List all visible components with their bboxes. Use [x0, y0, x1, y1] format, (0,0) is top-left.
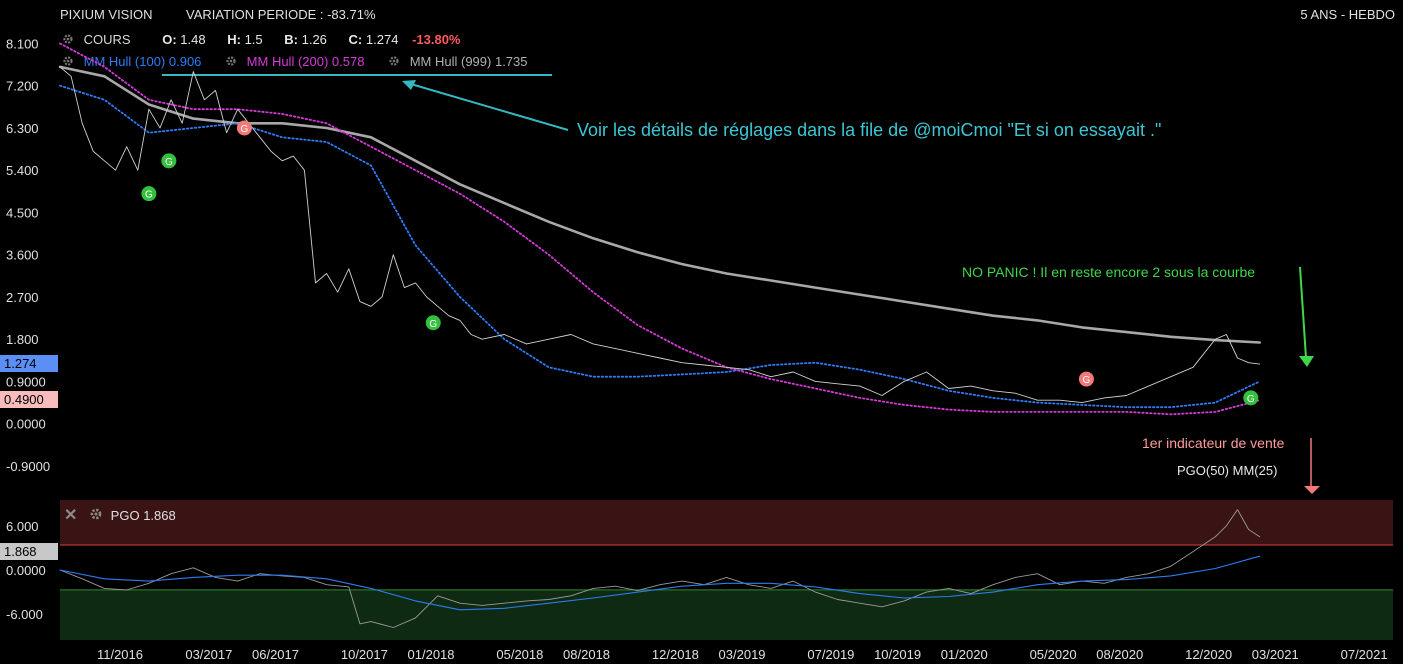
pgo-y-tick-label: 0.0000 [6, 563, 46, 578]
high-label: H: [227, 32, 241, 47]
x-tick-label: 10/2017 [341, 647, 388, 662]
high-value: 1.5 [244, 32, 263, 47]
signal-marker [425, 315, 441, 331]
signal-marker [1243, 390, 1259, 406]
hull200-badge: 0.4900 [0, 391, 58, 408]
series-pgo-ma-line [59, 555, 1261, 611]
pgo-setting-annotation: PGO(50) MM(25) [1177, 463, 1278, 478]
open-label: O: [162, 32, 177, 47]
hull999-value: 1.735 [494, 54, 528, 69]
y-tick-label: 0.0000 [6, 417, 46, 432]
low-value: 1.26 [301, 32, 327, 47]
open-value: 1.48 [180, 32, 206, 47]
pgo-overbought-zone [60, 500, 1393, 545]
gear-icon[interactable] [388, 55, 400, 67]
period-variation: VARIATION PERIODE : -83.71% [186, 7, 376, 22]
gear-icon[interactable] [62, 33, 74, 45]
signal-marker [236, 120, 252, 136]
low-label: B: [284, 32, 298, 47]
hull-legend: MM Hull (100) 0.906 MM Hull (200) 0.578 … [62, 54, 528, 69]
pgo-oversold-zone [60, 589, 1393, 640]
hull100-label: MM Hull (100) [83, 54, 166, 69]
change-percent: -13.80% [412, 32, 461, 47]
sell-indicator-annotation: 1er indicateur de vente [1142, 435, 1285, 451]
pgo-label: PGO [110, 508, 140, 523]
signal-marker [161, 153, 177, 169]
close-value: 1.274 [365, 32, 399, 47]
y-tick-label: 0.9000 [6, 374, 46, 389]
x-tick-label: 12/2020 [1185, 647, 1232, 662]
series-hull999-line [58, 65, 1261, 344]
series-hull200-line [59, 42, 1261, 416]
gear-icon[interactable] [62, 55, 74, 67]
x-tick-label: 07/2021 [1341, 647, 1388, 662]
y-tick-label: 3.600 [6, 248, 39, 263]
x-tick-label: 03/2019 [719, 647, 766, 662]
y-tick-label: 2.700 [6, 290, 39, 305]
annotation-arrowhead-red [1304, 486, 1320, 494]
x-tick-label: 07/2019 [807, 647, 854, 662]
close-icon[interactable]: ✕ [64, 507, 78, 524]
pgo-value: 1.868 [143, 508, 176, 523]
no-panic-annotation: NO PANIC ! Il en reste encore 2 sous la … [962, 264, 1256, 280]
price-badge: 1.274 [0, 355, 58, 372]
signal-letter: G [1083, 375, 1091, 386]
instrument-title: PIXIUM VISION [60, 7, 153, 22]
x-tick-label: 06/2017 [252, 647, 299, 662]
hull100-value: 0.906 [168, 54, 202, 69]
y-tick-label: 8.100 [6, 36, 39, 51]
signal-letter: G [429, 319, 437, 330]
pgo-badge: 1.868 [0, 543, 58, 560]
x-tick-label: 01/2018 [408, 647, 455, 662]
cours-label: COURS [83, 32, 131, 47]
signal-letter: G [1247, 394, 1255, 405]
y-tick-label: 1.800 [6, 332, 39, 347]
hull200-label: MM Hull (200) [246, 54, 329, 69]
signal-marker [141, 186, 157, 202]
signal-letter: G [145, 190, 153, 201]
x-tick-label: 05/2018 [496, 647, 543, 662]
annotation-arrowhead-blue [402, 80, 416, 90]
x-tick-label: 08/2020 [1096, 647, 1143, 662]
y-tick-label: 6.300 [6, 121, 39, 136]
pgo-y-tick-label: -6.000 [6, 607, 43, 622]
y-tick-label: -0.9000 [6, 459, 50, 474]
close-label: C: [348, 32, 363, 47]
y-tick-label: 4.500 [6, 205, 39, 220]
x-tick-label: 05/2020 [1030, 647, 1077, 662]
y-tick-label: 5.400 [6, 163, 39, 178]
x-tick-label: 11/2016 [97, 647, 143, 662]
x-tick-label: 12/2018 [652, 647, 699, 662]
x-tick-label: 03/2017 [185, 647, 232, 662]
price-legend: COURS O: 1.48 H: 1.5 B: 1.26 C: 1.274 -1… [62, 32, 460, 47]
series-hull100-line [59, 84, 1261, 409]
period-selector[interactable]: 5 ANS - HEBDO [1300, 7, 1395, 22]
hull999-label: MM Hull (999) [409, 54, 492, 69]
settings-annotation: Voir les détails de réglages dans la fil… [577, 120, 1162, 140]
x-tick-label: 01/2020 [941, 647, 988, 662]
hull200-value: 0.578 [331, 54, 365, 69]
annotation-arrowhead-green [1299, 356, 1314, 367]
signal-marker [1078, 371, 1094, 387]
pgo-panel-header: ✕ PGO 1.868 [64, 505, 176, 525]
y-tick-label: 7.200 [6, 79, 39, 94]
pgo-y-tick-label: 6.000 [6, 519, 39, 534]
signal-letter: G [241, 124, 249, 135]
signal-letter: G [165, 157, 173, 168]
annotation-arrow-green [1299, 266, 1307, 359]
gear-icon[interactable] [225, 55, 237, 67]
x-tick-label: 03/2021 [1252, 647, 1299, 662]
annotation-arrow-blue [403, 81, 569, 131]
series-price-line [59, 66, 1261, 404]
x-tick-label: 10/2019 [874, 647, 921, 662]
x-tick-label: 08/2018 [563, 647, 610, 662]
gear-icon[interactable] [89, 507, 102, 520]
